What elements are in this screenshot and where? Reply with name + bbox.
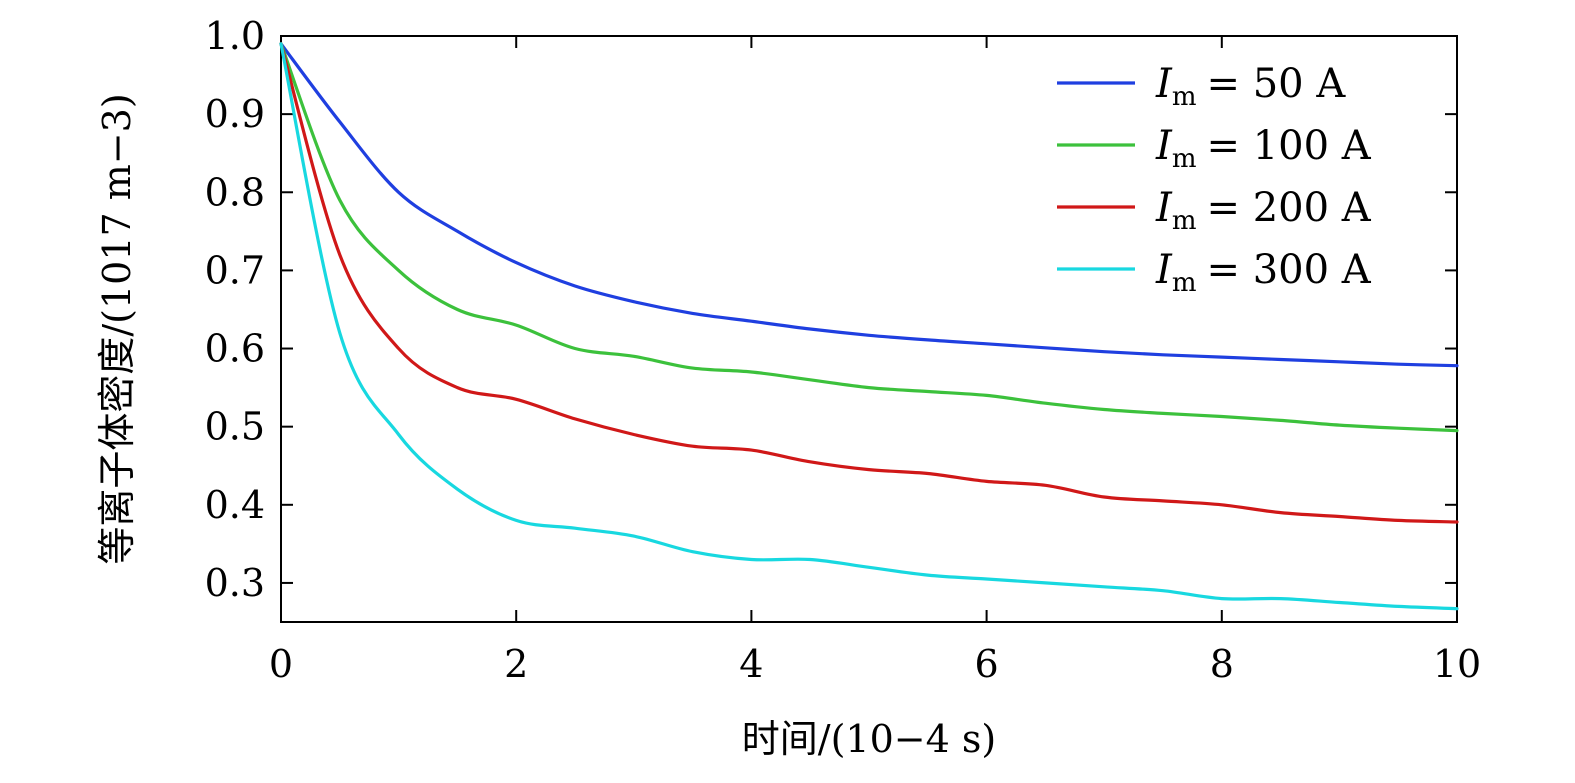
series-line-3 (279, 42, 1459, 611)
series-line-0 (279, 42, 1459, 368)
axis-ticks (280, 35, 1458, 622)
y-tick-label: 0.7 (205, 248, 265, 292)
x-tick-label: 8 (1210, 642, 1234, 686)
legend-entry: Im = 50 A (1057, 61, 1346, 112)
legend: Im = 50 A Im = 100 A Im = 200 A Im = 300 A (1057, 61, 1372, 298)
y-tick-label: 0.6 (205, 327, 265, 371)
x-tick-label: 10 (1433, 642, 1481, 686)
series-lines (279, 42, 1459, 611)
series-line-2 (279, 42, 1459, 524)
y-tick-label: 0.9 (205, 92, 265, 136)
x-tick-label: 2 (504, 642, 528, 686)
y-tick-label: 0.8 (205, 170, 265, 214)
plot-frame (280, 35, 1458, 623)
y-tick-label: 0.5 (205, 405, 265, 449)
x-axis-title: 时间/(10−4 s) (742, 717, 996, 761)
legend-label: Im = 300 A (1155, 247, 1372, 298)
y-tick-label: 0.3 (205, 561, 265, 605)
legend-label: Im = 100 A (1155, 123, 1372, 174)
legend-entry: Im = 200 A (1057, 185, 1372, 236)
series-line-1 (279, 42, 1459, 433)
axis-tick-labels: 0 2 4 6 8 10 0.3 0.4 0.5 0.6 0.7 0.8 0.9 1.0 (205, 14, 1482, 686)
legend-entry: Im = 100 A (1057, 123, 1372, 174)
x-tick-label: 0 (269, 642, 293, 686)
x-tick-label: 4 (739, 642, 763, 686)
x-tick-label: 6 (975, 642, 999, 686)
y-axis-title: 等离子体密度/(1017 m−3) (95, 93, 139, 564)
y-tick-label: 0.4 (205, 483, 265, 527)
legend-entry: Im = 300 A (1057, 247, 1372, 298)
legend-label: Im = 200 A (1155, 185, 1372, 236)
y-tick-label: 1.0 (205, 14, 265, 58)
legend-label: Im = 50 A (1155, 61, 1346, 112)
